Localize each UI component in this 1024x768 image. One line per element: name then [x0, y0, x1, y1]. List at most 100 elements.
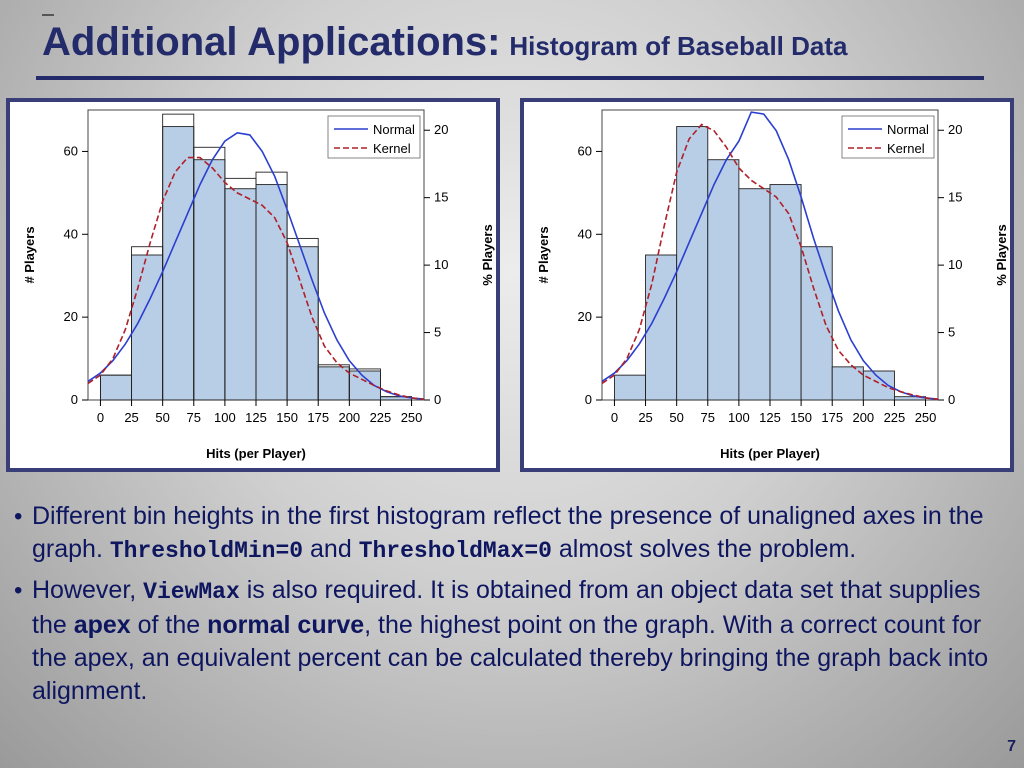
x-axis-title: Hits (per Player) — [206, 446, 306, 461]
x-tick-label: 125 — [245, 410, 267, 425]
x-tick-label: 50 — [155, 410, 169, 425]
page-number: 7 — [1007, 738, 1016, 755]
y2-tick-label: 15 — [948, 190, 962, 205]
kernel-curve — [601, 123, 939, 400]
bullet-item: • Different bin heights in the first hist… — [14, 500, 1004, 568]
y2-tick-label: 20 — [948, 122, 962, 137]
code-term: ThresholdMax=0 — [358, 538, 552, 564]
corner-mark — [42, 14, 54, 16]
percent-bar — [317, 366, 350, 401]
x-tick-label: 250 — [915, 410, 937, 425]
count-bar — [286, 237, 319, 401]
legend-label: Normal — [373, 122, 415, 137]
y2-tick-label: 10 — [434, 257, 448, 272]
legend-label: Kernel — [373, 141, 411, 156]
y-tick-label: 60 — [64, 143, 78, 158]
x-tick-label: 75 — [187, 410, 201, 425]
y-tick-label: 20 — [64, 309, 78, 324]
x-axis-title: Hits (per Player) — [720, 446, 820, 461]
slide-title-main: Additional Applications: — [42, 20, 501, 64]
bullet-text: and — [303, 535, 359, 563]
title-bar: Additional Applications: Histogram of Ba… — [36, 14, 986, 80]
histogram-panel-unaligned: 0 20 40 60 0 5 10 15 20 0 25 50 75 100 125 150 175 200 225… — [6, 98, 500, 472]
bullet-text: is also required. It is obtained from an… — [32, 576, 981, 639]
y-tick-label: 40 — [64, 226, 78, 241]
y-tick-label: 40 — [578, 226, 592, 241]
count-bar — [831, 366, 864, 401]
x-tick-label: 175 — [821, 410, 843, 425]
y2-tick-label: 20 — [434, 122, 448, 137]
y-axis-title: # Players — [22, 226, 37, 283]
code-term: ThresholdMin=0 — [109, 538, 304, 564]
bullet-list: • Different bin heights in the first hist… — [14, 500, 1004, 714]
y2-tick-label: 10 — [948, 257, 962, 272]
count-bar — [348, 368, 381, 401]
y2-tick-label: 5 — [434, 325, 441, 340]
x-tick-label: 100 — [214, 410, 236, 425]
x-tick-label: 25 — [124, 410, 138, 425]
bullet-text: However, — [32, 576, 144, 604]
slide-title: Additional Applications: Histogram of Ba… — [42, 20, 847, 65]
x-tick-label: 25 — [638, 410, 652, 425]
bullet-item: • However, ViewMax is also required. It i… — [14, 574, 1004, 708]
x-tick-label: 50 — [669, 410, 683, 425]
count-bar — [769, 184, 802, 401]
y2-tick-label: 0 — [434, 392, 441, 407]
bullet-text: of the — [130, 611, 208, 639]
y2-axis-title: % Players — [480, 224, 495, 285]
bullet-text: almost solves the problem. — [551, 535, 857, 563]
percent-bar — [193, 159, 226, 401]
legend-box — [327, 115, 421, 159]
slide-title-sub: Histogram of Baseball Data — [509, 31, 848, 61]
y2-axis-title: % Players — [994, 224, 1009, 285]
normal-curve — [87, 131, 425, 400]
bold-term: apex — [73, 611, 131, 639]
legend-box — [841, 115, 935, 159]
title-underline — [36, 76, 984, 80]
x-tick-label: 200 — [338, 410, 360, 425]
normal-curve — [601, 111, 939, 400]
y-tick-label: 60 — [578, 143, 592, 158]
code-term: ViewMax — [143, 579, 240, 605]
bullet-dot-icon: • — [14, 503, 23, 530]
x-tick-label: 200 — [852, 410, 874, 425]
x-tick-label: 225 — [884, 410, 906, 425]
percent-bar — [255, 184, 288, 401]
count-bar — [738, 188, 771, 401]
y2-tick-label: 0 — [948, 392, 955, 407]
kernel-curve — [87, 156, 425, 400]
y-tick-label: 0 — [585, 392, 592, 407]
y-tick-label: 0 — [71, 392, 78, 407]
count-bar — [645, 254, 678, 401]
legend-label: Normal — [887, 122, 929, 137]
bold-term: normal curve — [207, 611, 365, 639]
count-bar — [613, 374, 647, 401]
percent-bar — [99, 374, 133, 401]
count-bar — [676, 126, 709, 401]
y-axis-title: # Players — [536, 226, 551, 283]
bullet-dot-icon: • — [14, 577, 23, 604]
percent-bar — [131, 254, 164, 401]
x-tick-label: 0 — [97, 410, 104, 425]
x-tick-label: 125 — [759, 410, 781, 425]
histogram-panel-aligned: 0 20 40 60 0 5 10 15 20 0 25 50 75 100 125 150 175 200 225… — [520, 98, 1014, 472]
bullet-text: Different bin heights in the first histo… — [32, 502, 984, 563]
x-tick-label: 100 — [728, 410, 750, 425]
y-tick-label: 20 — [578, 309, 592, 324]
x-tick-label: 150 — [276, 410, 298, 425]
x-tick-label: 250 — [401, 410, 423, 425]
x-tick-label: 225 — [370, 410, 392, 425]
y2-tick-label: 15 — [434, 190, 448, 205]
x-tick-label: 150 — [790, 410, 812, 425]
percent-bar — [286, 246, 319, 401]
count-bar — [800, 246, 833, 401]
count-bar — [707, 159, 740, 401]
percent-bar — [224, 188, 257, 401]
legend-label: Kernel — [887, 141, 925, 156]
x-tick-label: 175 — [307, 410, 329, 425]
percent-bar — [162, 126, 195, 401]
x-tick-label: 0 — [611, 410, 618, 425]
bullet-text: , the highest point on the graph. With a… — [32, 611, 989, 705]
